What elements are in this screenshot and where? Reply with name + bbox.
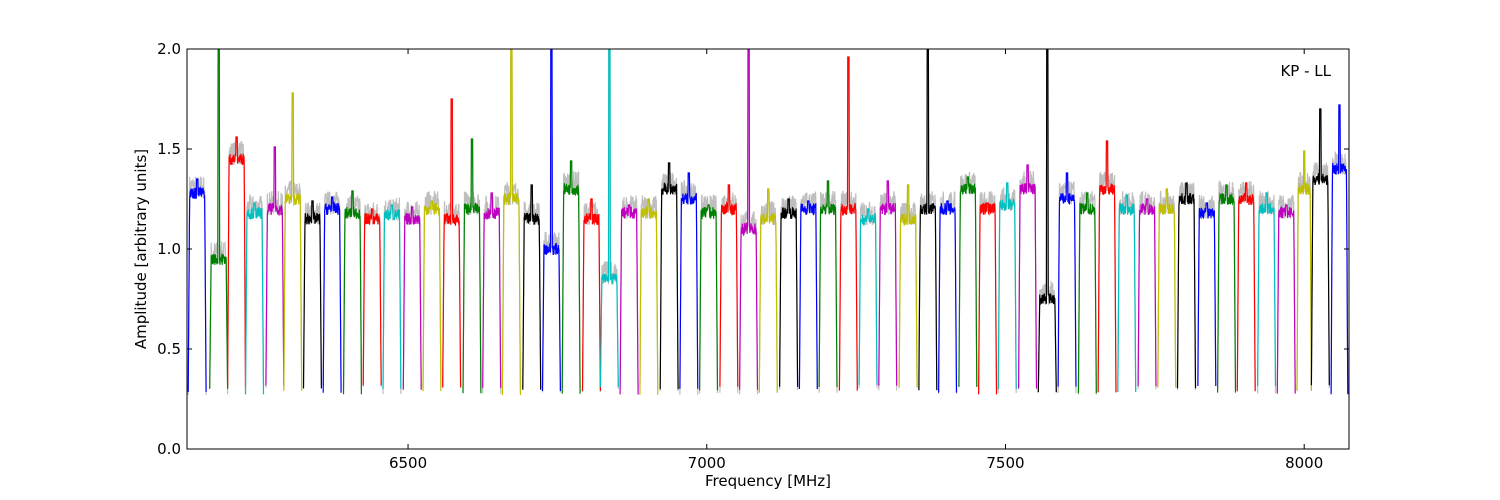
channel-line-36 <box>898 184 918 387</box>
channel-line-48 <box>1137 198 1157 387</box>
background-trace-18 <box>541 49 561 393</box>
channel-line-57 <box>1310 108 1330 386</box>
channel-line-6 <box>302 200 322 389</box>
channel-line-27 <box>719 184 739 387</box>
y-axis-label: Amplitude [arbitrary units] <box>132 149 150 349</box>
channel-line-17 <box>522 184 542 390</box>
channel-line-18 <box>541 49 561 392</box>
y-axis: 0.0 0.5 1.0 1.5 2.0 <box>157 40 1349 458</box>
y-tick-label: 2.0 <box>157 40 181 58</box>
channel-line-15 <box>482 192 502 388</box>
channel-line-33 <box>838 56 858 391</box>
y-tick-label: 1.0 <box>157 240 181 258</box>
channel-line-25 <box>679 172 699 389</box>
channel-line-39 <box>958 176 978 388</box>
x-axis: 6500 7000 7500 8000 <box>389 49 1323 472</box>
channel-line-51 <box>1197 202 1217 387</box>
channel-line-11 <box>402 206 422 390</box>
channel-line-14 <box>462 138 482 394</box>
channel-line-16 <box>501 49 521 396</box>
channel-line-56 <box>1296 150 1312 391</box>
channel-line-49 <box>1157 188 1177 388</box>
channel-series-layer <box>187 49 1349 396</box>
background-trace-37 <box>918 49 938 391</box>
channel-line-22 <box>619 204 639 395</box>
channel-line-41 <box>997 182 1017 390</box>
channel-line-10 <box>382 204 402 390</box>
background-trace-16 <box>501 49 521 391</box>
station-annotation: KP - LL <box>1280 62 1331 80</box>
channel-line-44 <box>1057 172 1077 387</box>
channel-line-0 <box>187 178 207 392</box>
channel-line-29 <box>758 188 778 393</box>
x-tick-label: 7000 <box>688 454 726 472</box>
channel-line-53 <box>1236 182 1256 392</box>
channel-line-19 <box>561 160 581 394</box>
channel-line-20 <box>581 198 601 392</box>
channel-line-45 <box>1077 192 1097 394</box>
channel-line-1 <box>209 49 229 389</box>
channel-line-35 <box>878 180 898 386</box>
channel-line-7 <box>322 196 342 393</box>
channel-line-38 <box>938 200 958 393</box>
channel-line-32 <box>818 180 838 388</box>
channel-line-28 <box>739 49 759 390</box>
x-tick-label: 8000 <box>1285 454 1323 472</box>
channel-line-50 <box>1176 182 1197 389</box>
channel-line-13 <box>442 98 462 388</box>
x-tick-label: 6500 <box>389 454 427 472</box>
channel-line-24 <box>659 162 679 390</box>
channel-line-9 <box>362 208 382 386</box>
channel-line-55 <box>1276 204 1296 394</box>
channel-line-46 <box>1097 140 1117 393</box>
channel-line-58 <box>1330 104 1349 395</box>
channel-line-34 <box>858 208 878 386</box>
y-tick-label: 0.5 <box>157 340 181 358</box>
channel-line-54 <box>1257 192 1277 387</box>
channel-line-43 <box>1037 49 1057 393</box>
channel-line-26 <box>699 204 719 391</box>
channel-line-2 <box>227 136 247 387</box>
channel-line-47 <box>1117 194 1137 392</box>
channel-line-3 <box>244 202 265 395</box>
channel-line-8 <box>342 190 362 395</box>
x-tick-label: 7500 <box>986 454 1024 472</box>
channel-line-52 <box>1217 184 1237 393</box>
y-tick-label: 1.5 <box>157 140 181 158</box>
channel-line-21 <box>599 49 619 388</box>
channel-line-42 <box>1018 164 1038 389</box>
channel-line-30 <box>779 198 799 387</box>
channel-line-37 <box>918 49 938 391</box>
channel-line-12 <box>422 200 442 392</box>
channel-line-31 <box>798 200 818 390</box>
y-tick-label: 0.0 <box>157 440 181 458</box>
channel-line-5 <box>283 92 303 391</box>
channel-line-23 <box>639 198 659 395</box>
channel-line-40 <box>978 201 998 395</box>
channel-line-4 <box>265 146 285 386</box>
x-axis-label: Frequency [MHz] <box>705 472 831 490</box>
